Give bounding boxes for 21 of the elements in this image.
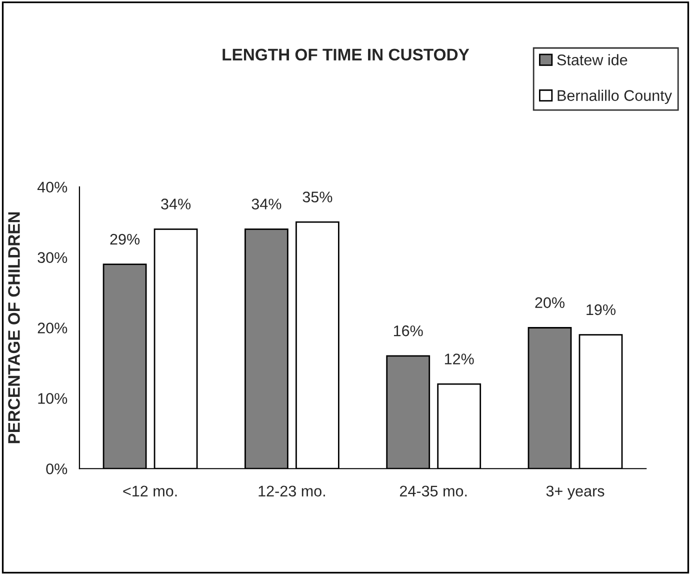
chart-title: LENGTH OF TIME IN CUSTODY: [222, 48, 470, 61]
data-label: 34%: [252, 198, 282, 210]
y-tick-label: 0%: [46, 463, 68, 474]
data-label: 20%: [535, 297, 565, 308]
y-tick-label: 40%: [37, 182, 68, 193]
data-label: 16%: [394, 325, 423, 336]
y-tick-label: 30%: [38, 252, 68, 263]
data-label: 35%: [302, 192, 332, 202]
x-tick-label: <12 mo.: [123, 486, 177, 497]
y-tick-label: 10%: [38, 393, 68, 404]
legend-label: Bernalillo County: [558, 90, 672, 104]
x-tick-label: 12-23 mo.: [258, 486, 325, 497]
x-tick-label: 24-35 mo.: [400, 486, 467, 497]
data-label: 19%: [586, 304, 616, 316]
data-label: 29%: [110, 234, 140, 245]
x-tick-label: 3+ years: [546, 486, 604, 500]
y-axis-title: PERCENTAGE OF CHILDREN: [8, 212, 20, 444]
data-label: 34%: [161, 198, 191, 210]
legend-label: Statew ide: [557, 54, 628, 66]
y-tick-label: 20%: [38, 322, 68, 334]
data-label: 12%: [444, 354, 474, 364]
